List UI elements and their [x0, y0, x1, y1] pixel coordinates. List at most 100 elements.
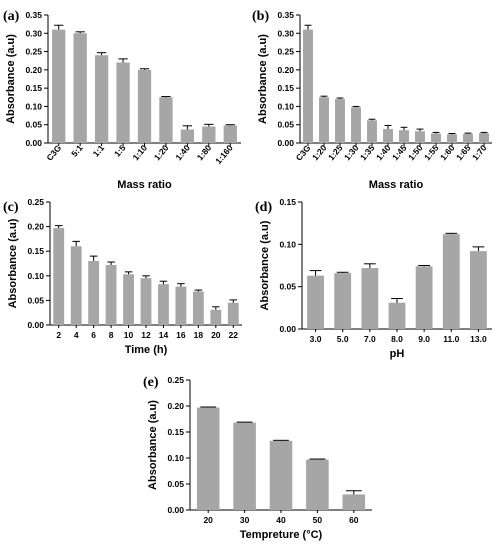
x-tick-label: 5:1 — [69, 143, 85, 159]
y-axis-title: Absorbance (a.u) — [5, 34, 17, 124]
x-tick-label: 13.0 — [470, 334, 487, 344]
bar — [447, 134, 457, 143]
bar — [383, 129, 393, 143]
bar — [116, 62, 130, 143]
x-tick-label: 8.0 — [391, 334, 403, 344]
y-tick-label: 0.00 — [167, 505, 184, 515]
y-tick-label: 0.00 — [25, 138, 42, 148]
y-tick-label: 0.10 — [279, 239, 296, 249]
x-axis-title: Time (h) — [125, 344, 168, 356]
bar — [361, 268, 379, 329]
bar — [319, 97, 329, 143]
y-axis-title: Absorbance (a.u) — [259, 220, 271, 310]
bar — [269, 440, 293, 510]
bar — [159, 97, 173, 143]
y-tick-label: 0.35 — [25, 10, 42, 20]
y-tick-label: 0.00 — [277, 138, 294, 148]
y-tick-label: 0.20 — [167, 401, 184, 411]
y-tick-label: 0.00 — [27, 320, 44, 330]
x-tick-label: 1:40 — [173, 143, 192, 163]
x-axis-title: Tempreture (°C) — [240, 529, 323, 541]
x-tick-label: 1:40 — [374, 143, 393, 163]
bar — [94, 55, 109, 143]
y-tick-label: 0.25 — [25, 47, 42, 57]
bar — [431, 133, 441, 143]
x-tick-label: 1:20 — [152, 143, 171, 163]
x-tick-label: 14 — [159, 330, 169, 340]
panel-label: (c) — [3, 200, 19, 215]
panel-label: (e) — [143, 375, 159, 390]
x-tick-label: 11.0 — [443, 334, 459, 344]
y-tick-label: 0.15 — [279, 197, 296, 207]
bar — [233, 422, 256, 510]
x-tick-label: 8 — [109, 330, 114, 340]
x-tick-label: 10 — [124, 330, 134, 340]
bar — [303, 29, 313, 143]
y-tick-label: 0.05 — [279, 282, 296, 292]
x-axis-title: Mass ratio — [117, 179, 172, 191]
y-tick-label: 0.20 — [277, 65, 294, 75]
bar — [463, 133, 473, 143]
bar — [192, 291, 204, 325]
y-tick-label: 0.05 — [277, 120, 294, 130]
y-tick-label: 0.25 — [27, 197, 44, 207]
x-tick-label: 1:35 — [358, 143, 377, 163]
x-tick-label: 4 — [74, 330, 79, 340]
panel-c: (c) 0.00 0.05 0.10 0.15 0.20 0.25 2 4 6 8 10 12 14 16 1… — [3, 197, 242, 356]
x-tick-label: 1:5 — [112, 143, 128, 159]
x-tick-label: 1:55 — [422, 143, 441, 163]
x-tick-label: 22 — [229, 330, 239, 340]
x-tick-label: 40 — [276, 515, 286, 525]
bar — [223, 125, 237, 143]
x-tick-label: 7.0 — [364, 334, 376, 344]
y-axis-title: Absorbance (a.u) — [147, 400, 159, 490]
panel-b: (b)0.000.050.100.150.200.250.300.35C3G1:… — [252, 9, 492, 191]
x-tick-label: 16 — [176, 330, 186, 340]
x-tick-label: 9.0 — [418, 334, 430, 344]
bar — [342, 494, 366, 510]
panel-label: (b) — [252, 9, 269, 24]
bar — [105, 264, 117, 325]
x-tick-label: 1:60 — [438, 143, 457, 163]
x-tick-label: 1:30 — [342, 143, 361, 163]
bar — [202, 126, 216, 143]
bar — [334, 273, 352, 329]
bar — [175, 286, 187, 325]
x-axis-title: pH — [390, 348, 405, 360]
bar — [470, 251, 487, 329]
bar — [415, 266, 433, 329]
bar — [367, 120, 377, 143]
x-tick-label: 50 — [313, 515, 323, 525]
y-tick-label: 0.20 — [25, 65, 42, 75]
x-tick-label: 5.0 — [337, 334, 349, 344]
y-tick-label: 0.00 — [279, 324, 296, 334]
panel-label: (a) — [3, 9, 20, 24]
bar — [227, 302, 239, 325]
panel-label: (d) — [255, 200, 272, 215]
x-tick-label: 1:20 — [310, 143, 329, 163]
x-tick-label: 1:70 — [470, 143, 489, 163]
y-tick-label: 0.15 — [277, 83, 294, 93]
bar — [388, 302, 406, 329]
y-tick-label: 0.35 — [277, 10, 294, 20]
bar — [399, 130, 409, 143]
y-tick-label: 0.05 — [27, 295, 44, 305]
bar — [123, 274, 134, 325]
bar — [52, 29, 66, 143]
y-tick-label: 0.20 — [27, 222, 44, 232]
x-tick-label: 1:80 — [195, 143, 214, 163]
bar — [73, 33, 87, 143]
x-tick-label: 1:45 — [390, 143, 409, 163]
bar — [196, 407, 220, 510]
x-tick-label: 1:1 — [91, 143, 107, 159]
x-axis-title: Mass ratio — [369, 179, 424, 191]
bar — [479, 133, 489, 143]
x-tick-label: 12 — [141, 330, 151, 340]
bar — [70, 246, 82, 325]
panel-e: (e) 0.00 0.05 0.10 0.15 0.20 0.25 20 30 40 50 60 Tem… — [143, 375, 372, 541]
x-tick-label: 18 — [194, 330, 204, 340]
bar — [442, 234, 460, 329]
y-tick-label: 0.10 — [277, 101, 294, 111]
y-axis-title: Absorbance (a.u) — [257, 34, 269, 124]
x-tick-label: 1:50 — [406, 143, 425, 163]
